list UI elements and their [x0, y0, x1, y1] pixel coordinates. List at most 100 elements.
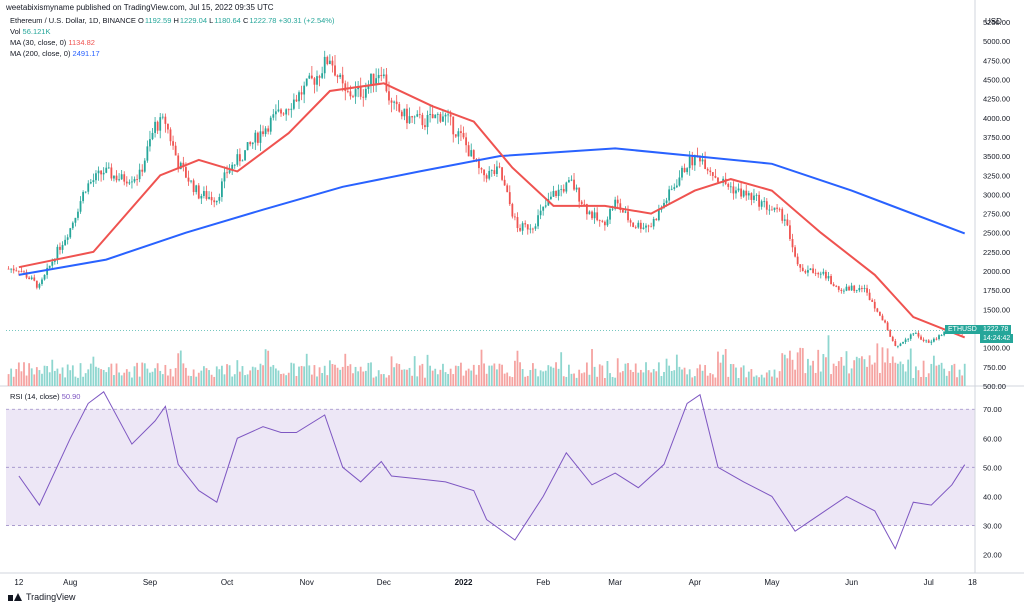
candle-body [328, 60, 331, 65]
brand-name: TradingView [26, 592, 76, 602]
volume-bar [259, 363, 262, 386]
volume-bar [254, 367, 257, 386]
volume-bar [634, 363, 637, 386]
volume-bar [470, 370, 473, 386]
price-tick-label: 5000.00 [983, 37, 1010, 46]
candle-body [866, 288, 868, 293]
candle-body [480, 168, 483, 170]
volume-bar [82, 376, 85, 386]
time-tick-label: May [764, 578, 779, 587]
volume-bar [485, 373, 488, 386]
volume-bar [686, 374, 689, 386]
volume-bar [395, 363, 398, 386]
candle-body [256, 132, 259, 143]
volume-bar [552, 367, 555, 386]
candle-body [349, 91, 352, 97]
price-tick-label: 3000.00 [983, 190, 1010, 199]
volume-bar [298, 366, 300, 386]
volume-bar [529, 370, 532, 386]
rsi-tick-label: 40.00 [983, 492, 1002, 501]
candle-body [226, 172, 228, 174]
candle-body [565, 182, 568, 192]
candle-body [750, 193, 753, 200]
candle-body [544, 205, 547, 207]
candle-body [280, 109, 282, 114]
volume-bar [850, 368, 853, 386]
candle-body [524, 223, 527, 225]
volume-bar [118, 372, 120, 386]
volume-bar [349, 364, 352, 386]
ma200-value: 2491.17 [72, 49, 100, 58]
volume-bar [457, 366, 460, 386]
volume-bar [830, 374, 832, 386]
price-tick-label: 4500.00 [983, 75, 1010, 84]
candle-body [575, 187, 578, 190]
ma30-label: MA (30, close, 0) [10, 38, 67, 47]
volume-bar [192, 369, 195, 386]
volume-bar [606, 360, 609, 386]
candle-body [403, 108, 406, 117]
rsi-band [6, 409, 975, 526]
candle-body [642, 227, 645, 229]
volume-bar [678, 366, 681, 386]
ma30-value: 1134.82 [68, 38, 95, 47]
candle-body [100, 170, 103, 175]
volume-bar [431, 370, 434, 386]
volume-bar [264, 349, 267, 386]
candle-body [313, 78, 316, 85]
candle-body [580, 201, 583, 205]
candle-body [110, 167, 113, 179]
volume-bar [115, 363, 118, 386]
volume-bar [904, 371, 907, 386]
candle-body [470, 150, 473, 157]
candle-body [406, 108, 408, 124]
candle-body [601, 220, 604, 222]
candle-body [848, 286, 850, 291]
volume-bar [478, 365, 480, 386]
candle-body [233, 164, 236, 166]
footer-brand[interactable]: TradingView [8, 592, 76, 602]
volume-bar [819, 371, 822, 386]
candle-body [310, 75, 313, 79]
ma200-line [18, 147, 966, 276]
volume-bar [583, 372, 586, 386]
volume-bar [46, 366, 49, 386]
candle-body [917, 332, 920, 337]
volume-bar [932, 355, 935, 386]
candle-body [195, 185, 198, 193]
price-tick-label: 1000.00 [983, 344, 1010, 353]
volume-bar [300, 365, 303, 386]
volume-bar [719, 362, 722, 386]
volume-bar [328, 360, 331, 386]
volume-bar [796, 352, 799, 386]
candle-body [493, 170, 496, 174]
volume-bar [35, 367, 38, 386]
volume-bar [210, 374, 213, 386]
volume-bar [902, 364, 904, 386]
volume-bar [783, 354, 786, 386]
volume-bar [642, 372, 645, 386]
volume-bar [169, 368, 172, 386]
volume-bar [825, 357, 827, 386]
volume-bar [174, 368, 177, 386]
candle-body [123, 174, 126, 182]
volume-bar [277, 370, 280, 386]
candle-body [269, 117, 272, 132]
candle-body [776, 207, 778, 209]
time-tick-label: 2022 [455, 578, 473, 587]
volume-bar [7, 374, 10, 386]
volume-bar [681, 369, 683, 386]
rsi-line-layer [18, 391, 966, 550]
candle-body [89, 182, 92, 184]
candle-body [760, 201, 763, 207]
volume-bar [290, 362, 293, 386]
candle-body [704, 159, 707, 169]
volume-bar [758, 377, 760, 386]
candle-body [113, 175, 115, 179]
candle-body [71, 222, 74, 229]
high-value: 1229.04 [179, 16, 208, 25]
candle-body [390, 100, 393, 103]
volume-bar [382, 374, 385, 386]
volume-bar [958, 369, 961, 386]
rsi-line [18, 391, 966, 550]
